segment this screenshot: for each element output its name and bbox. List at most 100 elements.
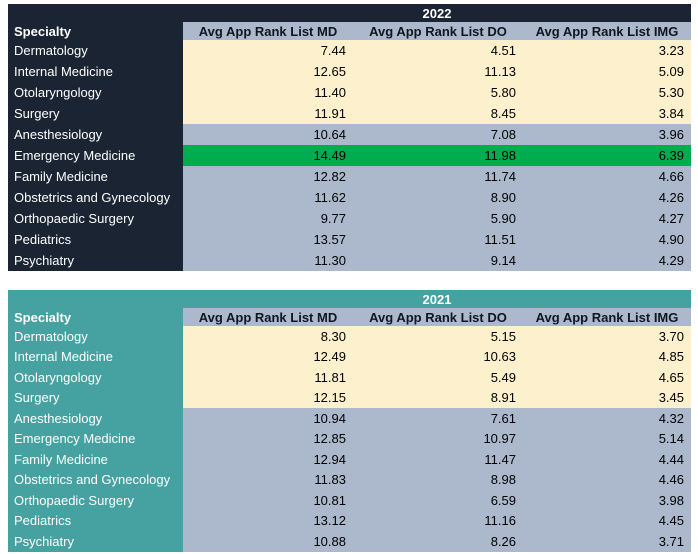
table-body: Dermatology 8.30 5.15 3.70 Internal Medi…: [8, 326, 691, 552]
img-value-cell: 3.96: [523, 124, 691, 145]
img-column-header: Avg App Rank List IMG: [523, 308, 691, 326]
do-value-cell: 7.08: [353, 124, 523, 145]
specialty-cell: Surgery: [8, 103, 183, 124]
specialty-cell: Otolaryngology: [8, 82, 183, 103]
md-value-cell: 13.12: [183, 510, 353, 531]
table-row: Otolaryngology 11.81 5.49 4.65: [8, 367, 691, 388]
specialty-cell: Surgery: [8, 387, 183, 408]
md-value-cell: 14.49: [183, 145, 353, 166]
specialty-cell: Emergency Medicine: [8, 145, 183, 166]
do-column-header: Avg App Rank List DO: [353, 308, 523, 326]
img-value-cell: 3.71: [523, 531, 691, 552]
md-value-cell: 9.77: [183, 208, 353, 229]
table-row: Emergency Medicine 12.85 10.97 5.14: [8, 428, 691, 449]
year-header-2022: 2022: [8, 4, 691, 22]
md-value-cell: 12.65: [183, 61, 353, 82]
img-value-cell: 4.46: [523, 469, 691, 490]
do-column-header: Avg App Rank List DO: [353, 22, 523, 40]
specialty-cell: Dermatology: [8, 40, 183, 61]
md-value-cell: 12.49: [183, 346, 353, 367]
table-row: Family Medicine 12.94 11.47 4.44: [8, 449, 691, 470]
table-row: Surgery 12.15 8.91 3.45: [8, 387, 691, 408]
md-column-header: Avg App Rank List MD: [183, 308, 353, 326]
img-value-cell: 5.30: [523, 82, 691, 103]
img-value-cell: 5.14: [523, 428, 691, 449]
table-row: Emergency Medicine 14.49 11.98 6.39: [8, 145, 691, 166]
md-value-cell: 12.82: [183, 166, 353, 187]
img-value-cell: 4.44: [523, 449, 691, 470]
specialty-cell: Internal Medicine: [8, 346, 183, 367]
specialty-column-header: Specialty: [8, 308, 183, 326]
table-row: Anesthesiology 10.94 7.61 4.32: [8, 408, 691, 429]
column-header-row: Specialty Avg App Rank List MD Avg App R…: [8, 22, 691, 40]
img-value-cell: 6.39: [523, 145, 691, 166]
img-value-cell: 3.84: [523, 103, 691, 124]
md-value-cell: 12.15: [183, 387, 353, 408]
img-value-cell: 4.65: [523, 367, 691, 388]
table-2022: 2022 Specialty Avg App Rank List MD Avg …: [8, 4, 691, 271]
table-row: Pediatrics 13.57 11.51 4.90: [8, 229, 691, 250]
do-value-cell: 5.15: [353, 326, 523, 347]
specialty-cell: Obstetrics and Gynecology: [8, 469, 183, 490]
img-value-cell: 3.70: [523, 326, 691, 347]
do-value-cell: 5.49: [353, 367, 523, 388]
specialty-cell: Dermatology: [8, 326, 183, 347]
table-row: Internal Medicine 12.49 10.63 4.85: [8, 346, 691, 367]
do-value-cell: 11.74: [353, 166, 523, 187]
md-value-cell: 7.44: [183, 40, 353, 61]
do-value-cell: 11.47: [353, 449, 523, 470]
md-value-cell: 11.62: [183, 187, 353, 208]
specialty-cell: Psychiatry: [8, 531, 183, 552]
do-value-cell: 11.51: [353, 229, 523, 250]
table-row: Psychiatry 11.30 9.14 4.29: [8, 250, 691, 271]
do-value-cell: 8.90: [353, 187, 523, 208]
do-value-cell: 10.63: [353, 346, 523, 367]
table-row: Orthopaedic Surgery 9.77 5.90 4.27: [8, 208, 691, 229]
do-value-cell: 8.45: [353, 103, 523, 124]
specialty-cell: Otolaryngology: [8, 367, 183, 388]
md-column-header: Avg App Rank List MD: [183, 22, 353, 40]
do-value-cell: 11.13: [353, 61, 523, 82]
year-label: 2021: [422, 291, 452, 307]
md-value-cell: 10.88: [183, 531, 353, 552]
do-value-cell: 5.80: [353, 82, 523, 103]
table-row: Dermatology 8.30 5.15 3.70: [8, 326, 691, 347]
table-row: Dermatology 7.44 4.51 3.23: [8, 40, 691, 61]
specialty-cell: Pediatrics: [8, 510, 183, 531]
year-label: 2022: [422, 5, 452, 21]
specialty-cell: Anesthesiology: [8, 408, 183, 429]
img-value-cell: 4.29: [523, 250, 691, 271]
table-row: Pediatrics 13.12 11.16 4.45: [8, 510, 691, 531]
img-value-cell: 5.09: [523, 61, 691, 82]
img-value-cell: 4.27: [523, 208, 691, 229]
do-value-cell: 5.90: [353, 208, 523, 229]
img-value-cell: 4.66: [523, 166, 691, 187]
do-value-cell: 7.61: [353, 408, 523, 429]
table-row: Orthopaedic Surgery 10.81 6.59 3.98: [8, 490, 691, 511]
img-value-cell: 4.90: [523, 229, 691, 250]
table-body: Dermatology 7.44 4.51 3.23 Internal Medi…: [8, 40, 691, 271]
year-band-spacer: [8, 4, 183, 22]
img-value-cell: 4.85: [523, 346, 691, 367]
do-value-cell: 4.51: [353, 40, 523, 61]
md-value-cell: 13.57: [183, 229, 353, 250]
specialty-cell: Pediatrics: [8, 229, 183, 250]
do-value-cell: 10.97: [353, 428, 523, 449]
specialty-cell: Psychiatry: [8, 250, 183, 271]
year-header-2021: 2021: [8, 290, 691, 308]
md-value-cell: 11.30: [183, 250, 353, 271]
table-row: Surgery 11.91 8.45 3.84: [8, 103, 691, 124]
md-value-cell: 8.30: [183, 326, 353, 347]
img-column-header: Avg App Rank List IMG: [523, 22, 691, 40]
do-value-cell: 9.14: [353, 250, 523, 271]
specialty-cell: Family Medicine: [8, 166, 183, 187]
do-value-cell: 8.91: [353, 387, 523, 408]
md-value-cell: 12.94: [183, 449, 353, 470]
md-value-cell: 11.83: [183, 469, 353, 490]
specialty-cell: Anesthesiology: [8, 124, 183, 145]
md-value-cell: 10.64: [183, 124, 353, 145]
table-2021: 2021 Specialty Avg App Rank List MD Avg …: [8, 290, 691, 552]
img-value-cell: 4.26: [523, 187, 691, 208]
table-row: Anesthesiology 10.64 7.08 3.96: [8, 124, 691, 145]
